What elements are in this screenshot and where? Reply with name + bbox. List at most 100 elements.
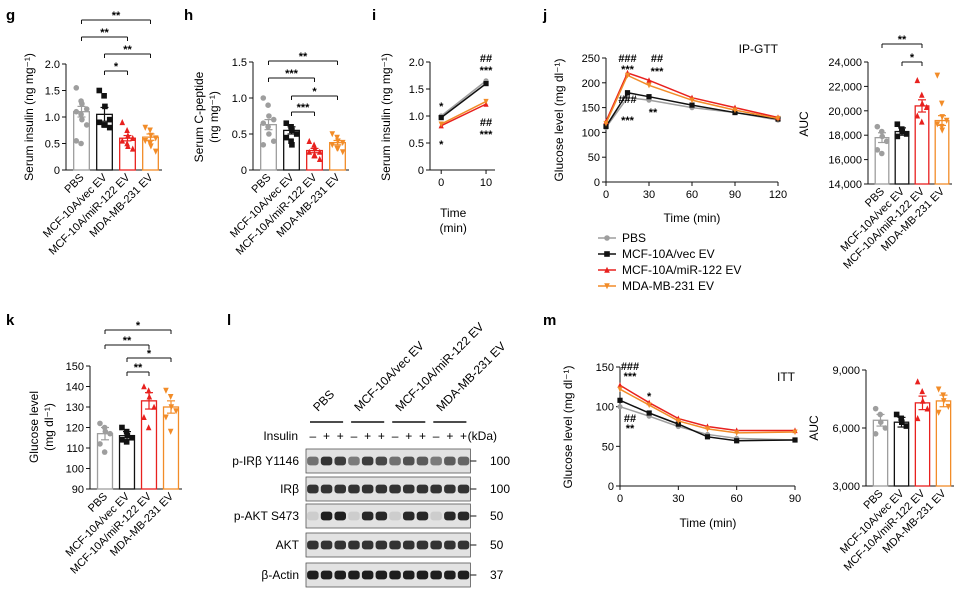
point-triangle-down xyxy=(792,429,798,436)
point-triangle-down xyxy=(935,386,942,393)
blot-strip xyxy=(305,503,471,529)
sig-label: ## xyxy=(480,117,492,129)
blot-band xyxy=(389,511,401,521)
y-tick-label: 0 xyxy=(418,165,424,177)
point-triangle-down xyxy=(148,143,154,150)
y-tick-label: 16,000 xyxy=(828,155,862,167)
blot-band xyxy=(361,570,374,580)
insulin-sign: + xyxy=(460,429,467,443)
sig-label: * xyxy=(439,139,444,151)
blot-band xyxy=(361,456,374,466)
blot-band xyxy=(402,456,415,466)
point-circle xyxy=(97,420,103,427)
point-triangle xyxy=(146,393,153,400)
point-triangle-down xyxy=(943,117,950,124)
insulin-sign: – xyxy=(392,429,399,443)
point-circle xyxy=(878,128,885,135)
point-triangle-down xyxy=(935,409,942,416)
blot-band xyxy=(334,511,347,521)
blot-band xyxy=(389,456,401,466)
point-square xyxy=(704,434,711,440)
sig-label: *** xyxy=(624,371,638,383)
point-square xyxy=(438,115,444,121)
blot-band xyxy=(375,540,388,550)
series-line xyxy=(605,71,779,122)
blot-band xyxy=(334,484,347,494)
point-triangle xyxy=(914,415,921,422)
x-axis-label: Time xyxy=(440,206,467,220)
sig-label: *** xyxy=(621,115,635,127)
y-tick-label: 0 xyxy=(54,165,60,177)
blot-band xyxy=(320,511,333,521)
point-triangle xyxy=(119,137,126,144)
point-triangle xyxy=(316,148,323,155)
y-tick-label: 150 xyxy=(66,361,84,373)
blot-band xyxy=(348,511,360,521)
point-square xyxy=(96,119,103,126)
sig-label: ** xyxy=(123,44,132,56)
x-tick-label: 60 xyxy=(731,493,743,505)
y-tick-label: 0 xyxy=(241,165,247,177)
kda-marker: 37 xyxy=(490,568,504,582)
blot-band xyxy=(444,456,456,466)
y-tick-label: 9,000 xyxy=(832,365,860,377)
point-triangle-down xyxy=(939,127,946,134)
point-circle xyxy=(270,116,277,123)
blot-band xyxy=(457,456,470,466)
point-square xyxy=(106,124,113,131)
point-triangle-down xyxy=(624,72,631,79)
x-tick-label: 0 xyxy=(617,493,623,505)
insulin-sign: + xyxy=(364,429,371,443)
group-label: MDA-MB-231 EV xyxy=(434,339,509,414)
blot-band xyxy=(307,540,319,550)
legend-label: PBS xyxy=(622,231,646,245)
blot-band xyxy=(416,540,429,550)
point-triangle-down xyxy=(734,430,740,436)
point-circle xyxy=(878,150,885,157)
x-tick-label: 90 xyxy=(789,493,801,505)
point-square xyxy=(734,438,740,444)
series-line xyxy=(619,384,795,432)
insulin-sign: + xyxy=(405,429,412,443)
point-square xyxy=(624,90,631,96)
point-triangle xyxy=(306,148,313,155)
blot-band xyxy=(320,570,333,580)
point-triangle-down xyxy=(945,403,952,411)
point-triangle xyxy=(918,91,925,98)
sig-label: ### xyxy=(618,53,636,65)
point-square xyxy=(124,432,131,439)
point-triangle-down xyxy=(438,121,444,128)
y-axis-label: Glucose level (mg dl⁻¹) xyxy=(561,365,575,488)
panel-j-auc: 14,00016,00018,00020,00022,00024,000PBSM… xyxy=(797,34,952,271)
point-triangle xyxy=(306,137,313,144)
y-tick-label: 1.0 xyxy=(232,93,247,105)
blot-band xyxy=(348,570,360,580)
point-square xyxy=(689,102,695,108)
point-square xyxy=(129,434,135,441)
y-tick-label: 200 xyxy=(582,78,600,90)
point-circle xyxy=(73,138,80,144)
point-triangle-down xyxy=(142,124,149,131)
y-tick-label: 100 xyxy=(596,402,614,414)
blot-band xyxy=(348,456,360,466)
y-axis-label: (ng mg⁻¹) xyxy=(207,91,221,143)
y-tick-label: 140 xyxy=(66,382,84,394)
point-circle xyxy=(79,116,85,123)
point-triangle xyxy=(919,387,926,395)
point-triangle xyxy=(924,405,931,412)
series-line xyxy=(605,74,779,124)
sig-label: *** xyxy=(297,102,311,114)
legend-label: MCF-10A/miR-122 EV xyxy=(622,263,741,277)
blot-label: p-IRβ Y1146 xyxy=(232,454,299,468)
blot-band xyxy=(416,456,429,466)
point-triangle-down xyxy=(940,392,947,399)
kda-marker: 100 xyxy=(490,454,510,468)
blot-band xyxy=(334,540,347,550)
y-axis-label: AUC xyxy=(807,415,821,441)
point-triangle xyxy=(914,112,921,119)
y-tick-label: 0 xyxy=(608,481,614,493)
series-line xyxy=(440,100,487,125)
blot-band xyxy=(389,540,401,550)
sig-label: ### xyxy=(621,361,639,373)
